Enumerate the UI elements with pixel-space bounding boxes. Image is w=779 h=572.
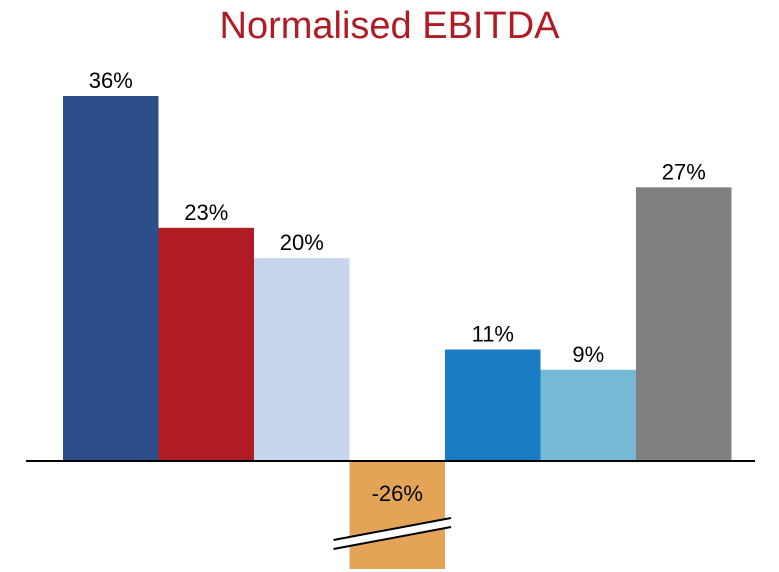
data-labels-layer: 36% 23% 20% -26% 11% 9% 27%: [89, 68, 706, 506]
bar-1: [158, 227, 254, 461]
axis-break-line-1: [333, 526, 452, 550]
axis-break-line-0: [333, 517, 452, 541]
bar-4: [445, 349, 541, 461]
data-label-0: 36%: [89, 68, 133, 93]
bars-layer: [63, 96, 732, 569]
axis-break-marker: [333, 517, 452, 550]
bar-5: [540, 369, 636, 462]
data-label-2: 20%: [280, 230, 324, 255]
chart-title: Normalised EBITDA: [219, 5, 560, 47]
data-label-3: -26%: [372, 481, 423, 506]
data-label-6: 27%: [662, 159, 706, 184]
data-label-4: 11%: [472, 322, 514, 347]
data-label-1: 23%: [184, 200, 228, 225]
axis-break-band: [333, 518, 451, 549]
bar-6: [636, 187, 732, 462]
bar-2: [254, 258, 350, 461]
data-label-5: 9%: [572, 342, 604, 367]
bar-0: [63, 96, 159, 461]
bar-3: [349, 461, 445, 569]
